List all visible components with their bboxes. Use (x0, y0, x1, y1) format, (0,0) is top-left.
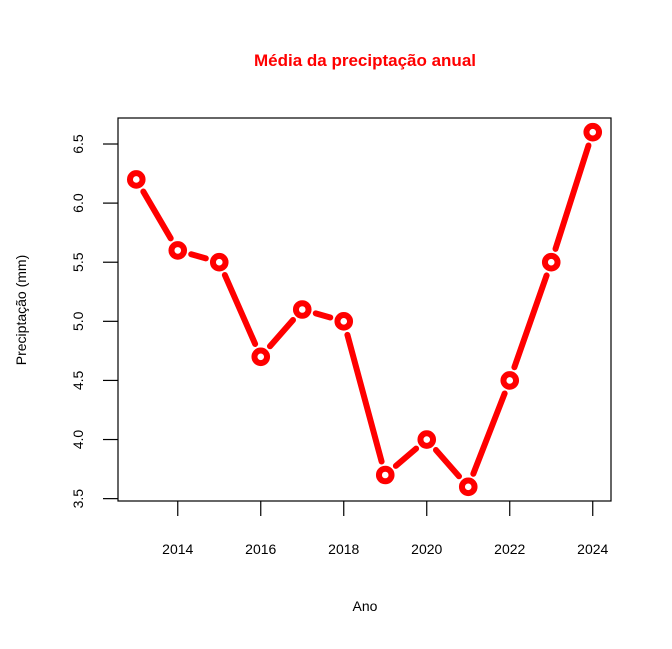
x-axis: 2014 2016 2018 2020 2022 2024 (162, 501, 609, 557)
x-tick-label: 2024 (577, 541, 608, 557)
x-tick-label: 2018 (328, 541, 359, 557)
series-segment (344, 331, 385, 465)
series-segment (266, 317, 297, 350)
data-point-2014 (168, 241, 188, 260)
data-point-2024 (583, 122, 603, 142)
x-tick-label: 2014 (162, 541, 193, 557)
data-point-2018 (334, 312, 354, 331)
y-tick-label: 6.0 (70, 193, 86, 213)
data-point-2020 (417, 430, 437, 449)
data-point-2021 (458, 477, 478, 497)
plot-area-frame (117, 117, 612, 502)
x-tick-label: 2022 (494, 541, 525, 557)
y-tick-label: 3.5 (70, 489, 86, 509)
series-segment (432, 447, 463, 480)
data-point-2017 (292, 300, 312, 319)
data-point-2019 (375, 465, 395, 485)
series-segment (140, 188, 174, 242)
series-segment (511, 272, 550, 371)
y-tick-label: 4.5 (70, 370, 86, 390)
x-tick-label: 2016 (245, 541, 276, 557)
y-axis: 3.5 4.0 4.5 5.0 5.5 6.0 6.5 (70, 134, 118, 508)
series-segment (221, 272, 259, 347)
series-segment (392, 445, 420, 469)
y-tick-label: 4.0 (70, 430, 86, 450)
data-point-2022 (500, 371, 520, 390)
y-tick-label: 6.5 (70, 134, 86, 154)
data-point-2013 (126, 170, 146, 189)
chart-title: Média da preciptação anual (254, 51, 476, 70)
y-tick-label: 5.5 (70, 252, 86, 272)
x-axis-label: Ano (353, 598, 378, 614)
data-point-2016 (251, 347, 271, 367)
series-segment (552, 142, 592, 252)
series-segment (188, 251, 209, 262)
y-tick-label: 5.0 (70, 311, 86, 331)
series-segment (312, 310, 334, 321)
series-layer (126, 122, 603, 497)
x-tick-label: 2020 (411, 541, 442, 557)
data-point-2015 (209, 252, 229, 272)
y-axis-label: Preciptação (mm) (13, 255, 29, 365)
data-point-2023 (541, 252, 561, 272)
series-segment (470, 390, 508, 477)
